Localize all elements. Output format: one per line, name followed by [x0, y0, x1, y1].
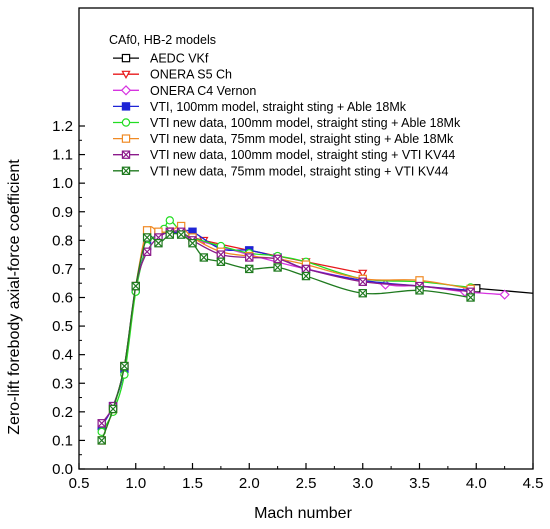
legend-entry-7: VTI new data, 75mm model, straight sting… — [113, 164, 448, 178]
data-point-cross — [216, 257, 225, 266]
legend-entry-3: VTI, 100mm model, straight sting + Able … — [113, 100, 407, 114]
data-point-cross — [97, 419, 106, 428]
data-point-cross — [143, 233, 152, 242]
data-point — [165, 216, 174, 225]
legend-entry-5: VTI new data, 75mm model, straight sting… — [113, 132, 454, 146]
y-tick-label: 1.2 — [52, 118, 73, 135]
legend-marker-cross — [121, 150, 131, 159]
y-tick-label: 0.1 — [52, 432, 73, 449]
y-tick-label: 0.8 — [52, 232, 73, 249]
legend-entry-1: ONERA S5 Ch — [113, 68, 232, 82]
data-point-cross — [358, 289, 367, 298]
legend-label: ONERA S5 Ch — [150, 68, 232, 82]
legend-marker-cross — [121, 166, 131, 175]
series-7 — [97, 230, 475, 445]
legend-marker — [120, 85, 132, 96]
legend-label: VTI new data, 75mm model, straight sting… — [150, 132, 454, 146]
data-point-cross — [273, 263, 282, 272]
data-point-cross — [97, 436, 106, 445]
y-tick-label: 1.0 — [52, 175, 73, 192]
legend-label: VTI new data, 100mm model, straight stin… — [150, 148, 455, 162]
y-tick-label: 1.1 — [52, 147, 73, 164]
data-point-cross — [245, 253, 254, 262]
data-point-cross — [154, 239, 163, 248]
legend-marker — [121, 118, 131, 127]
legend-label: VTI, 100mm model, straight sting + Able … — [150, 100, 407, 114]
data-point-cross — [143, 247, 152, 256]
legend-marker — [121, 102, 131, 111]
data-point-cross — [358, 277, 367, 286]
y-tick-label: 0.3 — [52, 375, 73, 392]
data-point-cross — [177, 230, 186, 239]
data-point-cross — [245, 264, 254, 273]
legend-title: CAf0, HB-2 models — [109, 33, 216, 47]
legend-label: VTI new data, 75mm model, straight sting… — [150, 164, 448, 178]
data-point — [142, 226, 152, 235]
data-point-cross — [415, 286, 424, 295]
y-tick-label: 0.4 — [52, 347, 73, 364]
x-tick-label: 4.0 — [466, 475, 487, 492]
x-tick-label: 2.0 — [239, 475, 260, 492]
plot-area — [97, 216, 534, 445]
y-axis-title: Zero-lift forebody axial-force coefficie… — [6, 159, 23, 435]
y-tick-label: 0.7 — [52, 261, 73, 278]
y-tick-label: 0.5 — [52, 318, 73, 335]
legend-entry-4: VTI new data, 100mm model, straight stin… — [113, 116, 461, 130]
legend: CAf0, HB-2 models AEDC VKf ONERA S5 Ch ONE… — [109, 33, 461, 178]
x-tick-label: 3.0 — [352, 475, 373, 492]
data-point-cross — [120, 362, 129, 371]
x-tick-label: 1.0 — [125, 475, 146, 492]
x-tick-label: 0.5 — [69, 475, 90, 492]
x-tick-label: 2.5 — [296, 475, 317, 492]
data-point-cross — [301, 272, 311, 281]
x-tick-label: 4.5 — [523, 475, 544, 492]
data-point-cross — [273, 254, 282, 263]
data-point — [499, 289, 510, 300]
x-tick-label: 3.5 — [409, 475, 430, 492]
series-4 — [97, 216, 475, 437]
y-tick-label: 0.9 — [52, 204, 73, 221]
legend-label: VTI new data, 100mm model, straight stin… — [150, 116, 461, 130]
data-point-cross — [131, 282, 140, 291]
legend-entry-0: AEDC VKf — [113, 52, 209, 66]
legend-label: AEDC VKf — [150, 52, 209, 66]
legend-entry-6: VTI new data, 100mm model, straight stin… — [113, 148, 455, 162]
y-tick-label: 0.2 — [52, 404, 73, 421]
data-point-cross — [216, 250, 225, 259]
legend-marker — [121, 134, 131, 143]
legend-entry-2: ONERA C4 Vernon — [113, 84, 256, 98]
data-point-cross — [188, 239, 197, 248]
data-point-cross — [165, 230, 174, 239]
data-point-cross — [301, 264, 311, 273]
axes: 0.5 1.0 1.5 2.0 2.5 3.0 3.5 4.0 4.5 0.0 0.1 0.2 0.3 0… — [52, 7, 544, 492]
x-tick-label: 1.5 — [182, 475, 203, 492]
y-tick-label: 0.0 — [52, 461, 73, 478]
data-point-cross — [466, 293, 475, 302]
series-line — [101, 219, 471, 433]
data-point-cross — [109, 404, 118, 413]
x-axis-title: Mach number — [254, 505, 352, 522]
y-tick-label: 0.6 — [52, 290, 73, 307]
data-point — [358, 269, 368, 279]
legend-label: ONERA C4 Vernon — [150, 84, 256, 98]
data-point-cross — [199, 253, 208, 262]
series-5 — [97, 221, 475, 445]
legend-marker — [121, 53, 131, 63]
legend-marker — [121, 70, 131, 80]
